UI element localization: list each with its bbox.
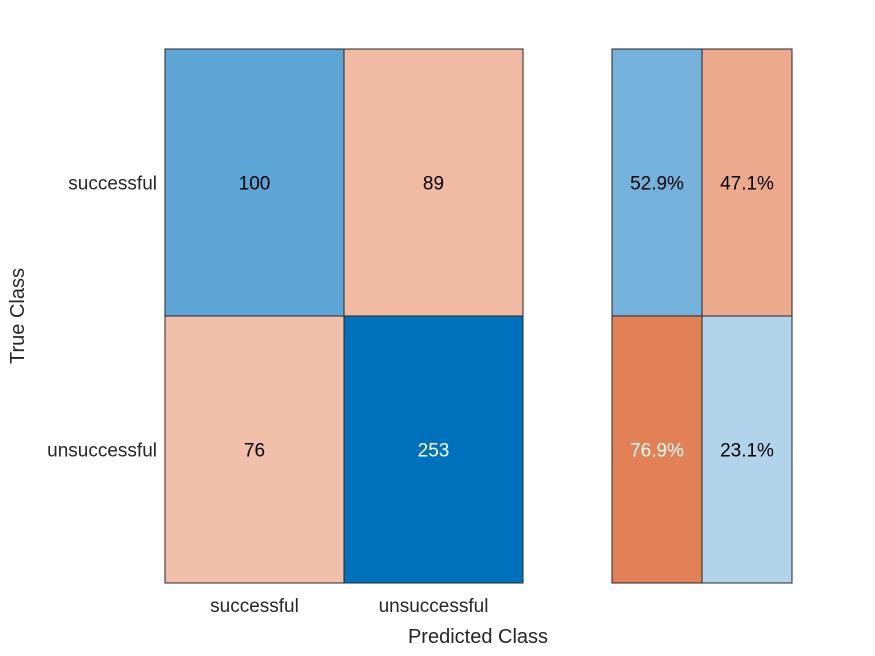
y-axis-label: True Class (7, 268, 29, 364)
x-tick-label: unsuccessful (379, 596, 489, 617)
row-summary-cells: 52.9% 47.1% 76.9% 23.1% (611, 48, 793, 584)
matrix-cell-unsuccessful-successful (164, 315, 345, 584)
summary-cell-label: 52.9% (630, 174, 684, 195)
tick-labels: successful unsuccessful successful unsucces… (47, 174, 488, 618)
matrix-cell-unsuccessful-unsuccessful (343, 315, 524, 584)
summary-cell-successful-incorrect (701, 48, 793, 317)
summary-cell-label: 47.1% (720, 174, 774, 195)
matrix-cell-successful-successful (164, 48, 345, 317)
matrix-cell-successful-unsuccessful (343, 48, 524, 317)
summary-cell-successful-correct (611, 48, 703, 317)
summary-cell-unsuccessful-correct (701, 315, 793, 584)
summary-cell-label: 76.9% (630, 441, 684, 462)
summary-cell-label: 23.1% (720, 441, 774, 462)
matrix-cell-label: 253 (418, 441, 450, 462)
matrix-cell-label: 76 (244, 441, 265, 462)
y-tick-label: successful (68, 174, 157, 195)
matrix-cell-label: 100 (239, 174, 271, 195)
confusion-matrix-cells: 100 89 76 253 (164, 48, 524, 584)
y-tick-label: unsuccessful (47, 441, 157, 462)
summary-cell-unsuccessful-incorrect (611, 315, 703, 584)
x-axis-label: Predicted Class (408, 626, 548, 648)
x-tick-label: successful (210, 596, 299, 617)
matrix-cell-label: 89 (423, 174, 444, 195)
